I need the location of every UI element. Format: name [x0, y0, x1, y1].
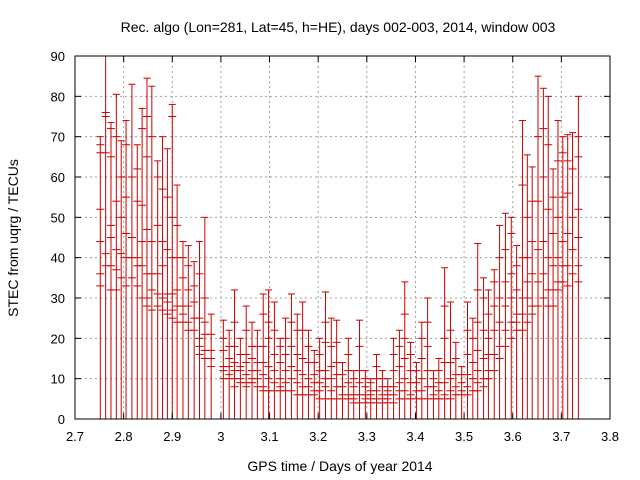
- error-bar: [219, 319, 228, 420]
- error-bar: [127, 83, 136, 420]
- x-tick-label: 3.4: [406, 429, 424, 444]
- error-bar: [518, 120, 527, 420]
- error-bar: [158, 136, 167, 420]
- error-bar: [495, 224, 504, 420]
- error-bar: [96, 136, 105, 420]
- error-bar: [523, 154, 532, 420]
- error-bar: [112, 93, 121, 420]
- error-bar: [225, 329, 234, 420]
- y-tick-label: 50: [51, 210, 65, 225]
- error-bar: [298, 301, 307, 420]
- error-bar: [528, 166, 537, 420]
- error-bar: [549, 168, 558, 420]
- y-tick-label: 60: [51, 170, 65, 185]
- x-tick-label: 2.8: [115, 429, 133, 444]
- error-bar: [534, 75, 543, 420]
- error-bar: [122, 120, 131, 420]
- error-bar: [106, 122, 115, 420]
- x-tick-label: 3.1: [261, 429, 279, 444]
- error-bar: [512, 245, 521, 420]
- error-bar: [190, 261, 199, 420]
- error-bar: [544, 95, 553, 420]
- chart-title: Rec. algo (Lon=281, Lat=45, h=HE), days …: [121, 19, 556, 35]
- error-bar: [468, 317, 477, 420]
- error-bar: [168, 103, 177, 420]
- error-bar: [133, 144, 142, 420]
- error-bar: [395, 329, 404, 420]
- error-bar: [270, 301, 279, 420]
- x-tick-label: 3.2: [309, 429, 327, 444]
- y-tick-label: 70: [51, 130, 65, 145]
- error-bar: [473, 243, 482, 420]
- error-bar: [383, 378, 392, 420]
- error-bar: [310, 349, 319, 420]
- y-axis-label: STEC from uqrg / TECUs: [5, 159, 21, 317]
- x-tick-label: 3: [217, 429, 224, 444]
- error-bar: [451, 341, 460, 420]
- error-bar: [321, 291, 330, 420]
- x-tick-label: 3.8: [601, 429, 619, 444]
- error-bar: [332, 319, 341, 420]
- y-tick-label: 80: [51, 89, 65, 104]
- x-tick-label: 3.5: [455, 429, 473, 444]
- error-bar: [479, 277, 488, 420]
- error-bar: [349, 370, 358, 420]
- plot-frame: [74, 55, 611, 420]
- error-bar: [236, 337, 245, 420]
- y-tick-label: 90: [51, 49, 65, 64]
- error-bar: [142, 77, 151, 420]
- error-bar: [173, 184, 182, 420]
- error-bar: [327, 317, 336, 420]
- error-bar: [440, 267, 449, 420]
- x-tick-label: 3.3: [358, 429, 376, 444]
- y-tick-label: 40: [51, 251, 65, 266]
- error-bar: [207, 313, 216, 420]
- error-bar: [355, 319, 364, 420]
- error-bar: [242, 305, 251, 420]
- error-bar: [553, 120, 562, 420]
- x-tick-label: 3.7: [552, 429, 570, 444]
- y-tick-label: 0: [58, 412, 65, 427]
- x-tick-label: 3.6: [504, 429, 522, 444]
- y-tick-label: 30: [51, 291, 65, 306]
- error-bar: [501, 212, 510, 420]
- error-bar: [184, 245, 193, 420]
- error-bar: [406, 341, 415, 420]
- error-bar: [230, 289, 239, 420]
- error-bar: [429, 370, 438, 420]
- error-bar: [281, 317, 290, 420]
- error-bar: [507, 216, 516, 420]
- error-bar: [434, 358, 443, 420]
- error-bar: [259, 293, 268, 420]
- error-bar: [147, 85, 156, 420]
- error-bar: [558, 136, 567, 420]
- error-bar: [138, 107, 147, 420]
- error-bar: [490, 269, 499, 420]
- error-bar: [276, 337, 285, 420]
- x-tick-label: 2.7: [66, 429, 84, 444]
- error-bars: [96, 55, 583, 420]
- error-bar: [287, 293, 296, 420]
- axis-ticks: 2.7 2.8 2.9 3 3.1 3.2 3.3 3.4 3.5 3.6 3.7 3.8 0 10 20 3…: [51, 49, 620, 444]
- x-tick-label: 2.9: [163, 429, 181, 444]
- y-tick-label: 20: [51, 331, 65, 346]
- error-bar: [463, 301, 472, 420]
- error-bar: [568, 132, 577, 420]
- error-bar: [539, 87, 548, 420]
- y-tick-label: 10: [51, 372, 65, 387]
- x-axis-label: GPS time / Days of year 2014: [247, 458, 432, 474]
- error-bar: [446, 301, 455, 420]
